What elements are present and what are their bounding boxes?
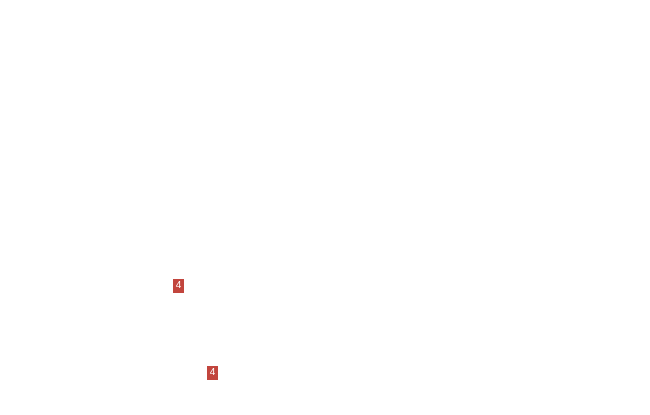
marker-badge[interactable]: 4 bbox=[173, 279, 184, 293]
marker-badge[interactable]: 4 bbox=[207, 366, 218, 380]
